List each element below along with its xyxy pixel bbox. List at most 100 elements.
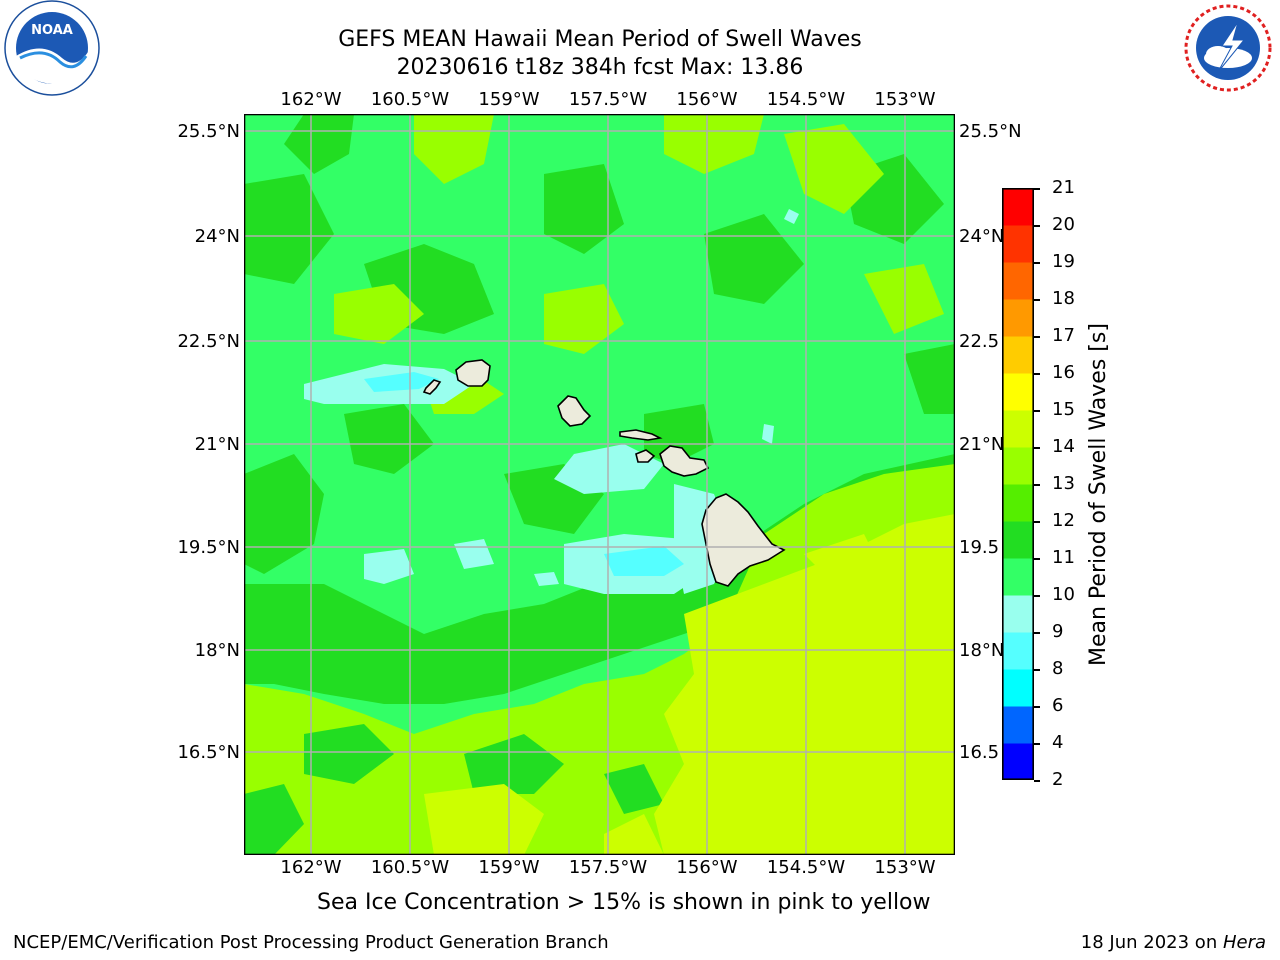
chart-title-line2: 20230616 t18z 384h fcst Max: 13.86 <box>396 55 804 80</box>
lat-tick-left: 18°N <box>194 640 240 661</box>
lat-tick-right: 25.5°N <box>959 121 1022 142</box>
lat-tick-right: 22.5 <box>959 331 1000 352</box>
colorbar-tick <box>1034 669 1040 671</box>
colorbar-tick <box>1034 521 1040 523</box>
lon-tick-bottom: 153°W <box>874 857 936 878</box>
colorbar-swatches <box>1002 188 1034 781</box>
map-panel <box>243 113 956 856</box>
colorbar-swatch <box>1002 743 1034 781</box>
colorbar-tick <box>1034 706 1040 708</box>
colorbar-swatch <box>1002 373 1034 411</box>
lon-tick-top: 159°W <box>478 89 540 110</box>
colorbar-tick-label: 4 <box>1052 732 1064 753</box>
lon-tick-bottom: 156°W <box>676 857 738 878</box>
noaa-logo: NOAA <box>2 0 102 100</box>
colorbar-title: Mean Period of Swell Waves [s] <box>1086 323 1111 666</box>
lat-tick-right: 21°N <box>959 434 1005 455</box>
colorbar-swatch <box>1002 262 1034 300</box>
lon-tick-bottom: 154.5°W <box>766 857 846 878</box>
colorbar-tick-label: 18 <box>1052 288 1075 309</box>
lat-tick-left: 19.5°N <box>177 537 240 558</box>
colorbar-swatch <box>1002 595 1034 633</box>
lon-tick-bottom: 159°W <box>478 857 540 878</box>
sea-ice-caption: Sea Ice Concentration > 15% is shown in … <box>317 890 931 915</box>
map-grid <box>244 114 955 855</box>
island-maui <box>659 445 710 477</box>
colorbar-tick <box>1034 225 1040 227</box>
island-kauai <box>455 359 491 387</box>
lat-tick-right: 18°N <box>959 640 1005 661</box>
colorbar-swatch <box>1002 336 1034 374</box>
colorbar-tick-label: 14 <box>1052 436 1075 457</box>
colorbar <box>1002 188 1034 781</box>
colorbar-tick-label: 17 <box>1052 325 1075 346</box>
colorbar-swatch <box>1002 299 1034 337</box>
island-lanai <box>635 449 656 463</box>
colorbar-tick <box>1034 299 1040 301</box>
colorbar-swatch <box>1002 632 1034 670</box>
colorbar-frame <box>1002 188 1034 781</box>
colorbar-tick-label: 20 <box>1052 214 1075 235</box>
colorbar-tick <box>1034 558 1040 560</box>
colorbar-tick <box>1034 780 1040 782</box>
colorbar-tick-label: 10 <box>1052 584 1075 605</box>
colorbar-tick <box>1034 447 1040 449</box>
footer-host: Hera <box>1222 932 1266 953</box>
field-13-14 <box>424 514 955 855</box>
colorbar-tick <box>1034 743 1040 745</box>
lon-tick-top: 154.5°W <box>766 89 846 110</box>
lon-tick-bottom: 160.5°W <box>370 857 450 878</box>
colorbar-swatch <box>1002 521 1034 559</box>
colorbar-tick <box>1034 410 1040 412</box>
lon-tick-top: 157.5°W <box>568 89 648 110</box>
lat-tick-right: 16.5 <box>959 742 1000 763</box>
colorbar-tick-label: 16 <box>1052 362 1075 383</box>
colorbar-tick <box>1034 632 1040 634</box>
colorbar-tick-label: 15 <box>1052 399 1075 420</box>
footer-date: 18 Jun 2023 on Hera <box>1081 932 1266 953</box>
colorbar-tick-label: 19 <box>1052 251 1075 272</box>
island-oahu <box>557 395 592 427</box>
footer-date-text: 18 Jun 2023 on <box>1080 932 1223 953</box>
colorbar-tick <box>1034 262 1040 264</box>
colorbar-tick <box>1034 188 1040 190</box>
lat-tick-left: 24°N <box>194 226 240 247</box>
colorbar-tick-label: 12 <box>1052 510 1075 531</box>
colorbar-swatch <box>1002 484 1034 522</box>
map-frame <box>243 113 956 856</box>
hawaiian-islands <box>422 359 786 587</box>
colorbar-swatch <box>1002 669 1034 707</box>
colorbar-tick <box>1034 336 1040 338</box>
nws-logo <box>1178 0 1278 100</box>
lat-tick-left: 21°N <box>194 434 240 455</box>
lat-tick-right: 24°N <box>959 226 1005 247</box>
colorbar-tick-label: 9 <box>1052 621 1064 642</box>
colorbar-swatch <box>1002 188 1034 226</box>
colorbar-swatch <box>1002 558 1034 596</box>
field-11-12-south <box>244 724 664 855</box>
lon-tick-top: 162°W <box>280 89 342 110</box>
colorbar-swatch <box>1002 410 1034 448</box>
lat-tick-left: 25.5°N <box>177 121 240 142</box>
colorbar-tick-label: 6 <box>1052 695 1064 716</box>
lon-tick-top: 160.5°W <box>370 89 450 110</box>
footer-branch: NCEP/EMC/Verification Post Processing Pr… <box>13 932 609 953</box>
island-niihau <box>422 379 442 395</box>
colorbar-swatch <box>1002 706 1034 744</box>
field-8-9 <box>364 372 684 576</box>
island-molokai <box>619 429 663 441</box>
lon-tick-top: 156°W <box>676 89 738 110</box>
colorbar-tick-label: 21 <box>1052 177 1075 198</box>
colorbar-swatch <box>1002 225 1034 263</box>
colorbar-tick-label: 8 <box>1052 658 1064 679</box>
lon-tick-top: 153°W <box>874 89 936 110</box>
noaa-logo-text: NOAA <box>31 23 73 38</box>
lat-tick-right: 19.5 <box>959 537 1000 558</box>
colorbar-tick-label: 2 <box>1052 769 1064 790</box>
lat-tick-left: 22.5°N <box>177 331 240 352</box>
chart-title-line1: GEFS MEAN Hawaii Mean Period of Swell Wa… <box>338 27 862 52</box>
swell-period-map <box>243 113 956 856</box>
island-hawaii <box>701 493 786 587</box>
colorbar-tick-label: 13 <box>1052 473 1075 494</box>
lat-tick-left: 16.5°N <box>177 742 240 763</box>
